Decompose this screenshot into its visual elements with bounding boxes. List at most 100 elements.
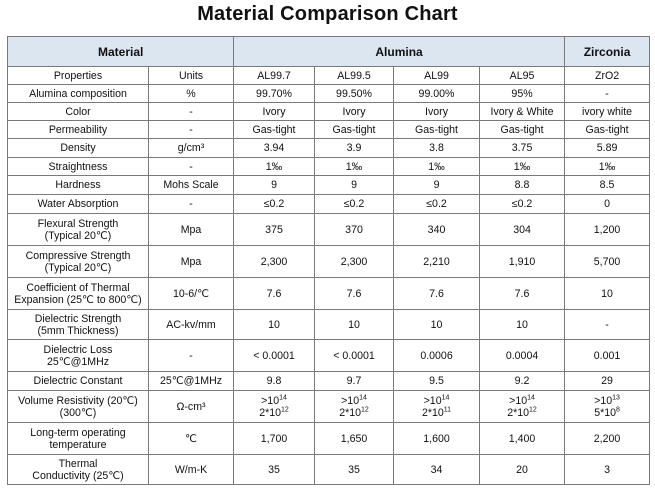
table-row: Properties Units AL99.7 AL99.5 AL99 AL95…	[7, 66, 651, 85]
value-cell: 8.5	[564, 175, 651, 195]
value-cell: >1014 2*1011	[393, 390, 481, 423]
value-cell: 0.0006	[393, 339, 481, 372]
value-cell: 0.0004	[479, 339, 566, 372]
property-cell: Water Absorption	[7, 194, 149, 214]
value-cell: 304	[479, 213, 566, 246]
table-row: Hardness Mohs Scale 9 9 9 8.8 8.5	[7, 175, 651, 195]
value-cell: >1013 5*108	[564, 390, 651, 423]
value-cell: 370	[314, 213, 395, 246]
unit-cell: -	[147, 157, 235, 176]
chart-title: Material Comparison Chart	[197, 3, 458, 25]
value-cell: Gas-tight	[233, 120, 316, 139]
value-cell: 10	[479, 309, 566, 340]
property-cell: Compressive Strength (Typical 20℃)	[7, 245, 149, 278]
value-cell: 3.75	[479, 138, 566, 158]
value-cell: Ivory	[314, 102, 395, 121]
value-cell: Gas-tight	[393, 120, 481, 139]
value-cell: 1‰	[314, 157, 395, 176]
value-cell: 20	[479, 454, 566, 485]
value-cell: 35	[233, 454, 316, 485]
value-cell: < 0.0001	[233, 339, 316, 372]
value-cell: AL99.5	[314, 66, 395, 85]
header-row: Material Alumina Zirconia	[6, 36, 651, 67]
value-cell: 7.6	[314, 277, 395, 310]
value-cell: 7.6	[479, 277, 566, 310]
value-cell: 8.8	[479, 175, 566, 195]
property-cell: Straightness	[7, 157, 149, 176]
property-cell: Hardness	[7, 175, 149, 195]
value-cell: 34	[393, 454, 481, 485]
table-row: Long-term operating temperature ℃ 1,700 …	[7, 422, 651, 455]
value-cell: 99.00%	[393, 84, 481, 103]
value-cell: 10	[393, 309, 481, 340]
value-cell: 9.5	[393, 371, 481, 391]
value-cell: 99.70%	[233, 84, 316, 103]
unit-cell: g/cm³	[147, 138, 235, 158]
table-row: Dielectric Strength (5mm Thickness) AC-k…	[7, 309, 651, 340]
value-cell: 5.89	[564, 138, 651, 158]
value-cell: < 0.0001	[314, 339, 395, 372]
value-cell: 9	[233, 175, 316, 195]
value-cell: Gas-tight	[314, 120, 395, 139]
value-cell: -	[564, 84, 651, 103]
header-material: Material	[6, 36, 235, 67]
value-cell: 9.2	[479, 371, 566, 391]
table-row: Compressive Strength (Typical 20℃) Mpa 2…	[7, 245, 651, 278]
table-row: Coefficient of Thermal Expansion (25℃ to…	[7, 277, 651, 310]
unit-cell: Mpa	[147, 245, 235, 278]
value-cell: 1,400	[479, 422, 566, 455]
table-row: Permeability - Gas-tight Gas-tight Gas-t…	[7, 120, 651, 139]
table-row: Flexural Strength (Typical 20℃) Mpa 375 …	[7, 213, 651, 246]
property-cell: Volume Resistivity (20℃) (300℃)	[7, 390, 149, 423]
value-cell: >1014 2*1012	[233, 390, 316, 423]
value-cell: 3	[564, 454, 651, 485]
property-cell: Dielectric Constant	[7, 371, 149, 391]
unit-cell: 10-6/℃	[147, 277, 235, 310]
value-cell: AL99.7	[233, 66, 316, 85]
value-cell: ≤0.2	[233, 194, 316, 214]
value-cell: Ivory & White	[479, 102, 566, 121]
property-cell: Thermal Conductivity (25℃)	[7, 454, 149, 485]
value-cell: 1‰	[564, 157, 651, 176]
property-cell: Coefficient of Thermal Expansion (25℃ to…	[7, 277, 149, 310]
value-cell: 9	[314, 175, 395, 195]
value-cell: 3.8	[393, 138, 481, 158]
value-cell: Ivory	[393, 102, 481, 121]
value-cell: 0	[564, 194, 651, 214]
property-cell: Dielectric Loss 25℃@1MHz	[7, 339, 149, 372]
unit-cell: W/m-K	[147, 454, 235, 485]
property-cell: Properties	[7, 66, 149, 85]
unit-cell: -	[147, 194, 235, 214]
value-cell: Ivory	[233, 102, 316, 121]
value-cell: 340	[393, 213, 481, 246]
unit-cell: AC-kv/mm	[147, 309, 235, 340]
value-cell: 1‰	[233, 157, 316, 176]
table-row: Dielectric Loss 25℃@1MHz - < 0.0001 < 0.…	[7, 339, 651, 372]
value-cell: ≤0.2	[479, 194, 566, 214]
unit-cell: ℃	[147, 422, 235, 455]
value-cell: 3.94	[233, 138, 316, 158]
unit-cell: 25℃@1MHz	[147, 371, 235, 391]
value-cell: 10	[233, 309, 316, 340]
comparison-table: Material Alumina Zirconia Properties Uni…	[6, 36, 651, 485]
property-cell: Permeability	[7, 120, 149, 139]
value-cell: AL95	[479, 66, 566, 85]
property-cell: Color	[7, 102, 149, 121]
table-row: Alumina composition % 99.70% 99.50% 99.0…	[7, 84, 651, 103]
value-cell: 29	[564, 371, 651, 391]
value-cell: 2,200	[564, 422, 651, 455]
property-cell: Flexural Strength (Typical 20℃)	[7, 213, 149, 246]
value-cell: >1014 2*1012	[479, 390, 566, 423]
header-zirconia: Zirconia	[564, 36, 651, 67]
value-cell: ≤0.2	[314, 194, 395, 214]
property-cell: Long-term operating temperature	[7, 422, 149, 455]
value-cell: 10	[564, 277, 651, 310]
value-cell: 7.6	[393, 277, 481, 310]
value-cell: 99.50%	[314, 84, 395, 103]
table-row: Volume Resistivity (20℃) (300℃) Ω-cm³ >1…	[7, 390, 651, 423]
table-row: Density g/cm³ 3.94 3.9 3.8 3.75 5.89	[7, 138, 651, 158]
value-cell: 375	[233, 213, 316, 246]
unit-cell: Mohs Scale	[147, 175, 235, 195]
value-cell: 9.7	[314, 371, 395, 391]
value-cell: ≤0.2	[393, 194, 481, 214]
